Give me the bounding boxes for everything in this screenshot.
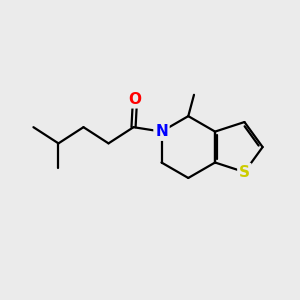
Text: N: N bbox=[155, 124, 168, 139]
Text: S: S bbox=[239, 165, 250, 180]
Text: O: O bbox=[128, 92, 142, 107]
